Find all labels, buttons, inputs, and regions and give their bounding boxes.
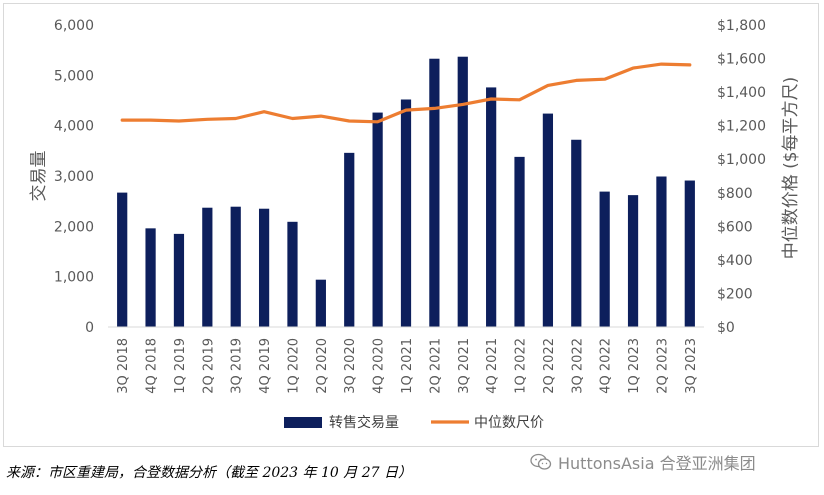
bar-1Q-2021 <box>400 99 412 327</box>
x-tick-label: 3Q 2019 <box>230 338 245 394</box>
x-tick-label: 2Q 2021 <box>428 338 443 394</box>
y2-tick-label: $1,600 <box>717 52 766 68</box>
x-tick-label: 1Q 2021 <box>400 338 415 394</box>
y-tick-label: 6,000 <box>54 18 94 34</box>
chart-frame: 0 1,000 2,000 3,000 4,000 5,000 6,000 $0 $200 $40… <box>3 3 819 447</box>
y2-tick-label: $400 <box>717 253 753 269</box>
bar-4Q-2019 <box>258 208 270 327</box>
bar-1Q-2023 <box>627 195 639 327</box>
bar-3Q-2023 <box>684 180 695 327</box>
x-tick-label: 2Q 2023 <box>655 338 670 394</box>
y-axis-title: 交易量 <box>29 151 49 202</box>
y2-tick-label: $1,800 <box>717 18 766 34</box>
bar-4Q-2021 <box>486 87 497 327</box>
median-price-line <box>120 62 692 124</box>
x-tick-label: 4Q 2019 <box>258 338 273 394</box>
y2-tick-label: $200 <box>717 286 753 302</box>
y2-tick-label: $800 <box>717 186 753 202</box>
bar-4Q-2018 <box>145 228 156 327</box>
bar-4Q-2020 <box>372 112 383 327</box>
x-tick-label: 2Q 2019 <box>201 338 216 394</box>
y-tick-label: 1,000 <box>54 270 94 286</box>
bar-4Q-2022 <box>599 191 610 327</box>
y2-tick-label: $600 <box>717 219 753 235</box>
y2-tick-label: $1,200 <box>717 119 766 135</box>
brand-text: HuttonsAsia 合登亚洲集团 <box>558 454 756 473</box>
bar-3Q-2018 <box>117 192 128 327</box>
bar-3Q-2020 <box>344 152 355 327</box>
y2-tick-label: $1,000 <box>717 152 766 168</box>
x-tick-label: 4Q 2022 <box>599 338 614 394</box>
y-tick-label: 4,000 <box>54 119 94 135</box>
bar-1Q-2019 <box>173 233 185 327</box>
chart-svg: 0 1,000 2,000 3,000 4,000 5,000 6,000 $0 $200 $40… <box>29 18 801 431</box>
y-tick-label: 0 <box>85 320 94 336</box>
x-tick-label: 4Q 2021 <box>485 338 500 394</box>
bar-2Q-2021 <box>429 58 440 328</box>
x-tick-label: 1Q 2020 <box>286 338 301 394</box>
bar-1Q-2020 <box>287 221 298 327</box>
bar-2Q-2020 <box>315 279 326 327</box>
x-tick-label: 3Q 2021 <box>457 338 472 394</box>
y2-tick-label: $0 <box>717 320 735 336</box>
bar-3Q-2019 <box>230 206 241 327</box>
x-tick-label: 2Q 2022 <box>542 338 557 394</box>
bar-2Q-2023 <box>656 176 667 327</box>
y-tick-label: 2,000 <box>54 219 94 235</box>
x-tick-label: 1Q 2022 <box>514 338 529 394</box>
brand-watermark: HuttonsAsia 合登亚洲集团 <box>530 450 756 474</box>
x-tick-label: 1Q 2019 <box>173 338 188 394</box>
x-tick-label: 2Q 2020 <box>315 338 330 394</box>
y-tick-label: 3,000 <box>54 169 94 185</box>
bar-1Q-2022 <box>514 156 525 327</box>
x-tick-label: 4Q 2020 <box>372 338 387 394</box>
source-note: 来源：市区重建局，合登数据分析（截至 2023 年 10 月 27 日） <box>6 465 412 481</box>
x-tick-label: 3Q 2022 <box>570 338 585 394</box>
bar-3Q-2022 <box>571 139 582 327</box>
x-tick-label: 3Q 2018 <box>116 338 131 394</box>
legend-bar-label: 转售交易量 <box>329 414 399 431</box>
y-tick-label: 5,000 <box>54 68 94 84</box>
bar-3Q-2021 <box>457 56 468 328</box>
x-tick-label: 3Q 2020 <box>343 338 358 394</box>
x-tick-label: 1Q 2023 <box>627 338 642 394</box>
wechat-icon <box>530 453 552 470</box>
bar-2Q-2019 <box>202 207 213 327</box>
legend-bar-swatch <box>284 417 322 428</box>
y2-axis-title: 中位数价格 ($每平方尺) <box>781 77 801 259</box>
legend-line-label: 中位数尺价 <box>474 415 544 431</box>
x-tick-label: 4Q 2018 <box>145 338 160 394</box>
bar-2Q-2022 <box>542 113 554 327</box>
x-tick-label: 3Q 2023 <box>684 338 699 394</box>
y2-tick-label: $1,400 <box>717 85 766 101</box>
